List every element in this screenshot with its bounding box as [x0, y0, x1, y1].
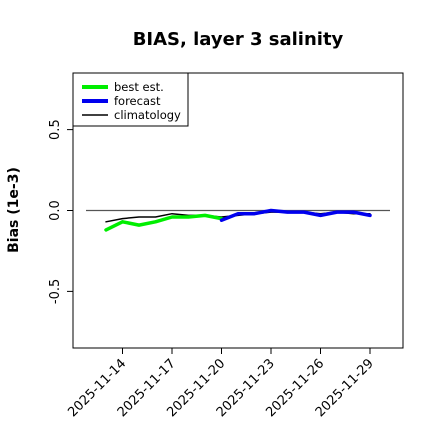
- chart-title: BIAS, layer 3 salinity: [133, 29, 344, 50]
- y-axis-label: Bias (1e-3): [6, 167, 22, 253]
- series-line-forecast: [219, 208, 372, 222]
- x-axis: 2025-11-142025-11-172025-11-202025-11-23…: [65, 348, 377, 420]
- legend: best est. forecast climatology: [72, 72, 189, 127]
- series-line-best-est: [104, 213, 224, 232]
- legend-label-climatology: climatology: [114, 108, 181, 122]
- series-group: [104, 208, 372, 232]
- y-axis: -0.5 0.0 0.5: [48, 119, 73, 304]
- y-tick-label: -0.5: [48, 279, 63, 304]
- y-tick-label: 0.0: [48, 200, 63, 221]
- legend-label-best-est: best est.: [114, 80, 164, 94]
- legend-label-forecast: forecast: [114, 94, 161, 108]
- y-tick-label: 0.5: [48, 119, 63, 140]
